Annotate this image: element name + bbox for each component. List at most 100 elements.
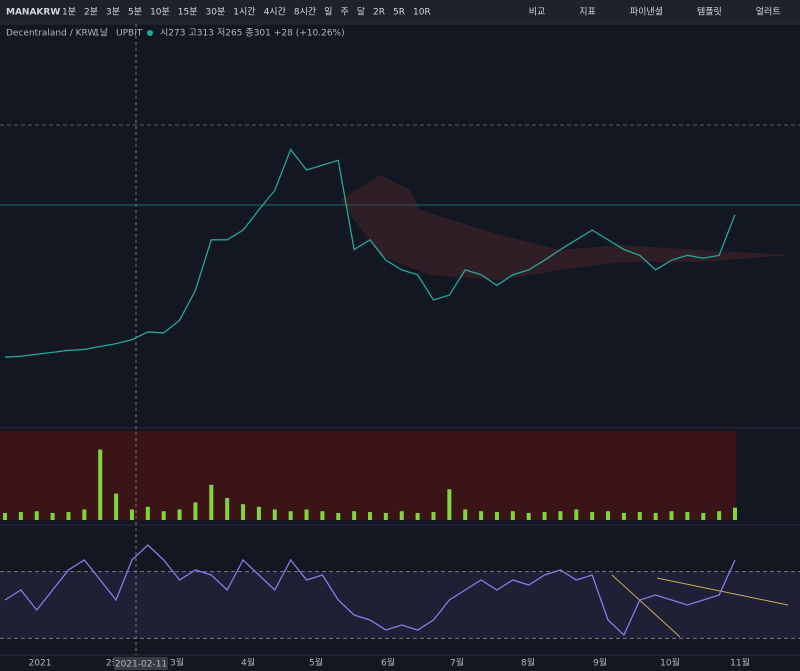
- volume-bar: [241, 504, 246, 520]
- interval-button[interactable]: 1분: [62, 7, 76, 18]
- volume-bar: [479, 511, 484, 520]
- volume-bar: [34, 511, 39, 520]
- series-line: [4, 544, 736, 637]
- volume-bar: [399, 511, 404, 520]
- time-label: 4월: [241, 657, 255, 669]
- volume-bar: [129, 509, 134, 520]
- legend-ohlc: 시: [160, 28, 168, 39]
- volume-bar: [542, 512, 547, 520]
- volume-bar: [98, 449, 103, 520]
- interval-button[interactable]: 3분: [106, 7, 120, 18]
- legend-ohlc: +28 (+10.26%): [274, 29, 345, 39]
- volume-bar: [526, 512, 531, 520]
- volume-bar: [320, 511, 325, 520]
- interval-button[interactable]: 달: [357, 6, 365, 18]
- series-line: [4, 148, 736, 358]
- rsi-band: [0, 571, 800, 639]
- time-label: 9월: [593, 657, 607, 669]
- volume-bar: [669, 511, 674, 520]
- volume-bar: [510, 511, 515, 520]
- cursor-label-bg: [114, 657, 168, 670]
- interval-button[interactable]: 2R: [373, 8, 385, 18]
- volume-bar: [272, 509, 277, 520]
- volume-bar: [415, 512, 420, 520]
- status-dot: [147, 30, 153, 36]
- volume-bar: [590, 512, 595, 520]
- volume-bar: [574, 509, 579, 520]
- legend: Decentraland / KRW 1날 UPBIT 시 273 고 313 저 265…: [6, 28, 345, 39]
- ichimoku-cloud: [340, 175, 790, 280]
- time-label: 6월: [381, 657, 395, 669]
- time-label: 3월: [170, 657, 184, 669]
- volume-bar: [145, 506, 150, 520]
- tool-button[interactable]: 지표: [579, 7, 596, 18]
- toolbar: [0, 0, 800, 24]
- legend-ohlc: 저: [217, 28, 225, 39]
- interval-button[interactable]: 10분: [150, 7, 170, 18]
- tool-button[interactable]: 비교: [529, 7, 546, 18]
- legend-ohlc: 313: [197, 29, 214, 39]
- volume-bar: [336, 512, 341, 520]
- volume-bar: [352, 511, 357, 520]
- symbol[interactable]: MANAKRW: [6, 8, 60, 18]
- volume-bar: [114, 493, 119, 520]
- volume-bar: [606, 511, 611, 520]
- volume-bar: [685, 512, 690, 520]
- volume-bar: [82, 509, 87, 520]
- time-label: 5월: [309, 657, 323, 669]
- toolbar-items: MANAKRW 1분 2분 3분 5분 10분 15분 30분 1시간 4시간 8시간 일 주 달 2R 5…: [6, 6, 781, 18]
- volume-bar: [494, 512, 499, 520]
- legend-ohlc: 273: [168, 29, 185, 39]
- volume-bar: [637, 512, 642, 520]
- legend-ohlc: 종: [245, 28, 253, 39]
- volume-bar: [66, 512, 71, 520]
- interval-button[interactable]: 4시간: [264, 7, 286, 18]
- volume-bar: [447, 489, 452, 520]
- volume-bar: [304, 509, 309, 520]
- legend-ohlc: 301: [254, 29, 271, 39]
- interval-button[interactable]: 5분: [128, 7, 142, 18]
- interval-button[interactable]: 10R: [413, 8, 431, 18]
- interval-button[interactable]: 8시간: [294, 7, 316, 18]
- interval-button[interactable]: 5R: [393, 8, 405, 18]
- volume-bar: [733, 507, 737, 520]
- time-label: 10월: [660, 657, 680, 669]
- volume-bar: [653, 512, 658, 520]
- time-label: 11월: [730, 657, 750, 669]
- volume-bar: [431, 512, 436, 520]
- volume-bar: [256, 506, 261, 520]
- volume-bar: [368, 512, 372, 520]
- volume-bar: [701, 512, 706, 520]
- interval-button[interactable]: 일: [324, 7, 332, 18]
- volume-bar: [621, 512, 626, 520]
- volume-bar: [3, 512, 7, 520]
- volume-bar: [177, 509, 182, 520]
- cursor-label: 2021-02-11: [115, 660, 167, 670]
- interval-button[interactable]: 1시간: [233, 7, 255, 18]
- volume-bar: [558, 511, 563, 520]
- volume-bar: [18, 512, 23, 520]
- volume-pane-bg: [0, 431, 736, 520]
- volume-bar: [161, 511, 166, 520]
- interval-button[interactable]: 15분: [178, 7, 198, 18]
- trendline: [611, 574, 681, 638]
- volume-bar: [463, 509, 468, 520]
- legend-exchange: UPBIT: [116, 29, 143, 39]
- interval-button[interactable]: 2분: [84, 7, 98, 18]
- trendline: [656, 577, 789, 606]
- interval-button[interactable]: 30분: [206, 7, 226, 18]
- time-label: 8월: [521, 657, 535, 669]
- time-label: 7월: [450, 657, 464, 669]
- tool-button[interactable]: 템플릿: [697, 6, 722, 18]
- interval-button[interactable]: 주: [340, 7, 348, 18]
- volume-bar: [50, 512, 55, 520]
- legend-ohlc: 고: [188, 29, 196, 39]
- volume-bar: [717, 511, 722, 520]
- tool-button[interactable]: 얼러트: [756, 7, 781, 18]
- legend-ohlc: 265: [225, 29, 242, 39]
- volume-bar: [288, 511, 293, 520]
- tool-button[interactable]: 파이낸셜: [630, 7, 663, 18]
- volume-bar: [383, 512, 388, 520]
